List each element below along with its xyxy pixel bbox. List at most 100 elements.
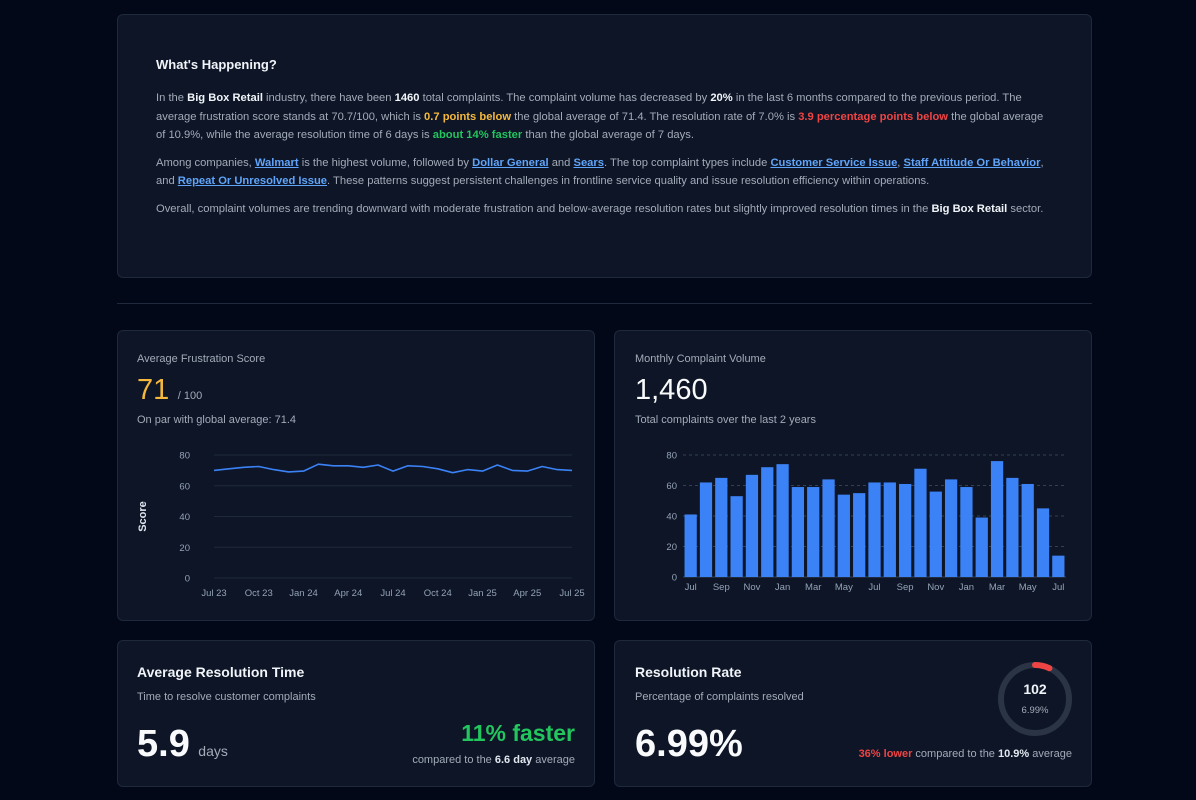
x-tick-label: Sep <box>713 582 730 593</box>
resolution-time-compare-text: compared to the 6.6 day average <box>412 754 575 766</box>
y-tick-label: 40 <box>666 512 677 523</box>
bar <box>715 477 728 577</box>
volume-value: 1,460 <box>635 374 708 406</box>
x-tick-label: Jul <box>685 582 697 593</box>
resolution-rate-card: Resolution Rate Percentage of complaints… <box>614 640 1092 787</box>
bar <box>944 479 958 577</box>
text: the global average of 71.4. The resoluti… <box>511 110 799 123</box>
resolution-rate-compare-text: 36% lower compared to the 10.9% average <box>859 748 1072 760</box>
bar <box>807 487 820 577</box>
decrease-pct: 20% <box>710 92 733 104</box>
volume-bar-chart: 0 20 40 60 80 Jul Sep Nov Jan Mar May Jul Sep Nov Jan M… <box>666 451 1066 593</box>
x-tick-label: Jul <box>1052 582 1064 593</box>
resolution-rate-title: Resolution Rate <box>635 664 742 680</box>
frustration-value-group: 71 / 100 <box>137 374 202 407</box>
x-tick-label: Jan 25 <box>468 588 497 599</box>
type-link-staff-attitude[interactable]: Staff Attitude Or Behavior <box>903 156 1041 169</box>
text: , <box>897 156 904 169</box>
gauge-track <box>998 662 1072 736</box>
text: in the last 6 months compared to the pre… <box>156 92 1022 123</box>
x-tick-label: Jul <box>868 582 880 593</box>
resolution-time-title: Average Resolution Time <box>137 664 305 680</box>
bar <box>761 467 774 577</box>
text: . The top complaint types include <box>603 156 771 169</box>
x-tick-label: Jul 24 <box>380 588 405 599</box>
y-tick-label: 40 <box>179 512 190 523</box>
industry-name: Big Box Retail <box>187 92 263 104</box>
x-tick-label: Mar <box>989 582 1005 593</box>
frustration-card: Average Frustration Score 71 / 100 On pa… <box>117 330 595 621</box>
frustration-line-chart: 0 20 40 60 80 Score Jul 23 Oct 23 Jan 24 Apr 24 Ju… <box>137 451 585 600</box>
x-tick-label: Apr 24 <box>334 588 362 599</box>
x-tick-label: Jan <box>959 582 974 593</box>
time-diff: about 14% faster <box>432 129 523 141</box>
frustration-title: Average Frustration Score <box>137 353 266 365</box>
company-link-sears[interactable]: Sears <box>573 156 604 169</box>
text: , and <box>156 156 1044 188</box>
volume-subtitle: Total complaints over the last 2 years <box>635 414 816 426</box>
text: . These patterns suggest persistent chal… <box>327 175 930 187</box>
company-link-walmart[interactable]: Walmart <box>254 156 299 169</box>
industry-name: Big Box Retail <box>931 202 1008 215</box>
resolution-time-unit: days <box>198 743 228 759</box>
frustration-diff: 0.7 points below <box>424 110 512 123</box>
frustration-value: 71 <box>137 374 170 406</box>
x-tick-label: Nov <box>927 582 944 593</box>
y-tick-label: 20 <box>179 543 190 554</box>
bar <box>914 468 927 577</box>
resolution-rate-value: 6.99% <box>635 723 743 765</box>
volume-title: Monthly Complaint Volume <box>635 353 766 365</box>
bar <box>745 474 759 577</box>
text: In the <box>156 92 188 104</box>
bar <box>822 479 835 577</box>
y-tick-label: 20 <box>666 542 677 553</box>
text: and <box>548 156 574 169</box>
bar <box>975 517 988 577</box>
x-tick-label: Mar <box>805 582 821 593</box>
company-link-dollar-general[interactable]: Dollar General <box>472 156 549 169</box>
x-tick-label: Jan 24 <box>289 588 318 599</box>
text: Among companies, <box>156 156 255 169</box>
summary-paragraph-3: Overall, complaint volumes are trending … <box>156 200 1053 219</box>
summary-paragraph-1: In the Big Box Retail industry, there ha… <box>156 89 1053 145</box>
x-tick-label: Jul 23 <box>201 588 226 599</box>
resolution-diff: 3.9 percentage points below <box>798 110 949 123</box>
series-line-frustration <box>213 463 573 474</box>
section-divider <box>117 303 1092 304</box>
resolution-time-value: 5.9 <box>137 723 190 765</box>
bar <box>990 461 1004 577</box>
bar <box>699 482 713 577</box>
frustration-subtitle: On par with global average: 71.4 <box>137 414 296 426</box>
gauge-fill <box>998 662 1072 736</box>
resolution-time-subtitle: Time to resolve customer complaints <box>137 691 316 703</box>
type-link-customer-service[interactable]: Customer Service Issue <box>770 156 898 169</box>
summary-paragraph-2: Among companies, Walmart is the highest … <box>156 154 1053 191</box>
bar <box>776 464 789 577</box>
y-axis-label: Score <box>137 501 149 532</box>
y-tick-label: 60 <box>179 481 190 492</box>
text: is the highest volume, followed by <box>298 156 473 169</box>
summary-heading: What's Happening? <box>156 57 277 72</box>
volume-card: Monthly Complaint Volume 1,460 Total com… <box>614 330 1092 621</box>
bar <box>791 487 805 577</box>
x-tick-label: Jan <box>775 582 790 593</box>
resolution-rate-gauge <box>998 662 1072 736</box>
frustration-max: / 100 <box>177 390 203 402</box>
bar <box>960 487 973 577</box>
bar <box>1021 483 1034 577</box>
global-avg-rate: 10.9% <box>997 748 1030 760</box>
y-tick-label: 0 <box>672 573 677 584</box>
bar <box>883 482 896 577</box>
y-tick-label: 80 <box>179 451 190 462</box>
text: average <box>532 754 575 766</box>
bar <box>868 482 881 577</box>
x-tick-label: Jul 25 <box>559 588 584 599</box>
bar <box>853 493 866 577</box>
text: industry, there have been <box>262 92 395 104</box>
x-tick-label: Oct 23 <box>245 588 273 599</box>
x-tick-label: May <box>835 582 853 593</box>
text: compared to the <box>912 748 998 760</box>
type-link-repeat-unresolved[interactable]: Repeat Or Unresolved Issue <box>177 175 328 187</box>
bar <box>1006 477 1019 577</box>
resolution-time-card: Average Resolution Time Time to resolve … <box>117 640 595 787</box>
